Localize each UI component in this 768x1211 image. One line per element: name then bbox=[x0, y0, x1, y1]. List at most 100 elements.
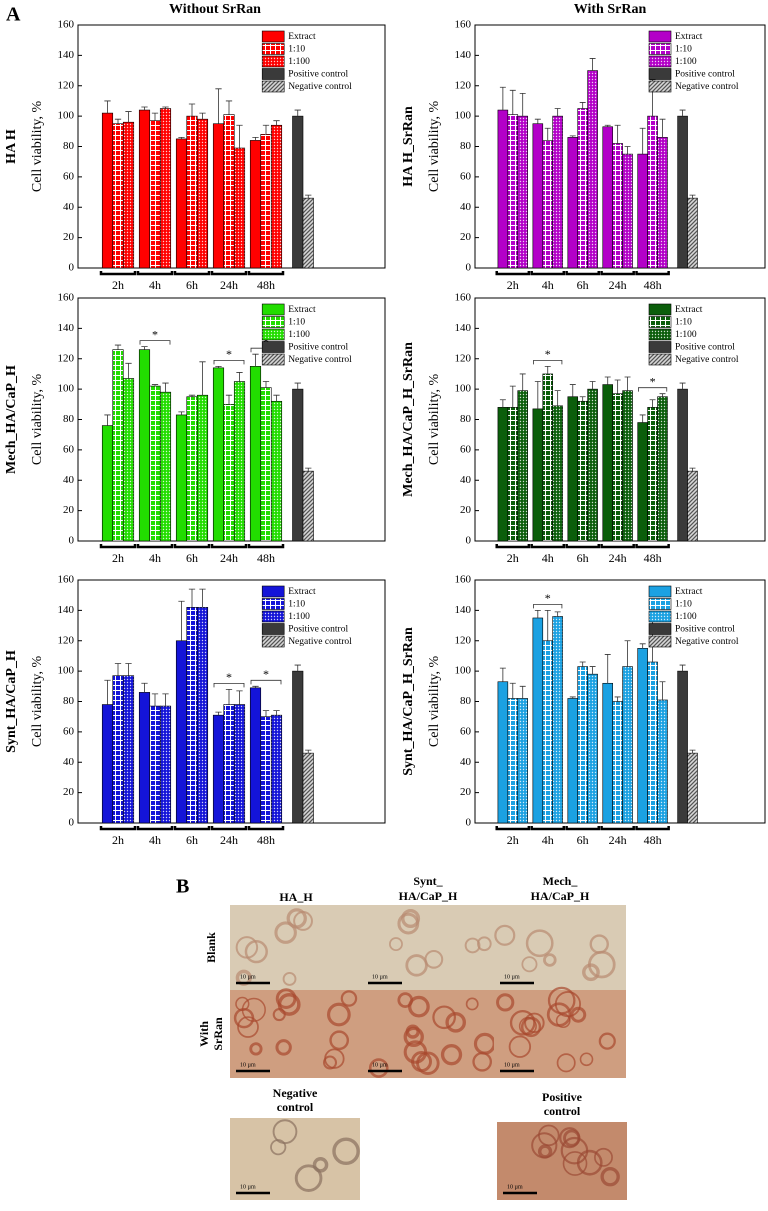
legend-label: 1:10 bbox=[675, 318, 692, 328]
bar bbox=[260, 387, 272, 542]
error-bar bbox=[305, 467, 312, 472]
error-bar bbox=[499, 399, 506, 408]
chart: HA H Cell viability, % 0 20 40 60 80 100 120 140 1… bbox=[4, 19, 386, 292]
cell bbox=[249, 1042, 263, 1056]
cell bbox=[368, 1058, 389, 1078]
column-label: Synt_ bbox=[413, 874, 443, 888]
y-tick-label: 20 bbox=[63, 504, 75, 516]
cell bbox=[582, 963, 600, 982]
x-tick-label: 4h bbox=[542, 833, 554, 847]
cell bbox=[275, 1039, 292, 1056]
group-bracket bbox=[99, 271, 137, 276]
group-bracket bbox=[210, 544, 248, 549]
y-tick-label: 100 bbox=[455, 665, 472, 677]
bar bbox=[542, 373, 553, 542]
group-bracket bbox=[495, 826, 531, 831]
legend-label: 1:100 bbox=[675, 330, 697, 340]
bar bbox=[612, 393, 623, 542]
row-label: With bbox=[197, 1021, 211, 1047]
cell bbox=[524, 1012, 545, 1034]
y-tick-label: 160 bbox=[455, 292, 472, 304]
cell bbox=[594, 1147, 613, 1167]
legend-swatch bbox=[261, 635, 285, 648]
y-tick-label: 0 bbox=[69, 262, 75, 274]
legend-swatch bbox=[261, 585, 285, 598]
error-bar bbox=[104, 679, 111, 705]
error-bar bbox=[114, 344, 122, 350]
panel-label: B bbox=[176, 876, 189, 898]
group-bracket bbox=[136, 544, 174, 549]
bar bbox=[517, 390, 528, 542]
cell bbox=[244, 940, 268, 964]
micrograph bbox=[362, 905, 494, 990]
cell bbox=[525, 929, 554, 958]
bar bbox=[101, 425, 114, 542]
y-tick-label: 120 bbox=[455, 352, 472, 364]
error-bar bbox=[294, 382, 301, 390]
y-tick-label: 40 bbox=[460, 474, 472, 486]
error-bar bbox=[104, 414, 111, 426]
legend-label: Positive control bbox=[675, 343, 735, 353]
bar bbox=[292, 115, 304, 269]
error-bar bbox=[589, 381, 596, 390]
error-bar bbox=[125, 111, 132, 123]
micrograph bbox=[230, 905, 362, 990]
x-tick-label: 48h bbox=[644, 551, 662, 565]
bar bbox=[122, 675, 135, 824]
cell bbox=[405, 1024, 420, 1039]
bar bbox=[532, 408, 544, 542]
scale-bar-label: 10 µm bbox=[240, 1184, 256, 1190]
cell bbox=[329, 1030, 350, 1051]
bar bbox=[507, 407, 519, 542]
y-axis-label: Cell viability, % bbox=[30, 656, 45, 748]
group-bracket bbox=[99, 826, 137, 831]
error-bar bbox=[141, 346, 148, 350]
y-axis-label: Cell viability, % bbox=[30, 374, 45, 466]
legend-swatch bbox=[648, 30, 672, 43]
y-tick-label: 160 bbox=[58, 292, 75, 304]
bar bbox=[292, 388, 304, 542]
legend-label: Extract bbox=[675, 32, 703, 42]
side-label: HA H bbox=[4, 129, 19, 164]
error-bar bbox=[624, 640, 631, 667]
bar bbox=[112, 123, 124, 269]
bar bbox=[612, 701, 623, 824]
bar bbox=[577, 400, 588, 542]
legend-label: Positive control bbox=[675, 625, 735, 635]
bar bbox=[186, 396, 198, 542]
group-bracket bbox=[635, 826, 670, 831]
bar bbox=[186, 115, 198, 269]
significance-label: * bbox=[650, 374, 656, 388]
bar bbox=[542, 640, 553, 824]
bar bbox=[497, 681, 509, 824]
bar bbox=[647, 661, 658, 824]
y-tick-label: 20 bbox=[460, 786, 472, 798]
x-tick-label: 24h bbox=[609, 833, 627, 847]
y-tick-label: 80 bbox=[63, 695, 75, 707]
legend-swatch bbox=[648, 598, 672, 610]
significance-bracket bbox=[139, 340, 171, 345]
error-bar bbox=[305, 749, 312, 754]
x-tick-label: 2h bbox=[112, 278, 124, 292]
cell bbox=[282, 972, 297, 986]
error-bar bbox=[151, 693, 159, 707]
significance-label: * bbox=[263, 667, 269, 681]
x-tick-label: 6h bbox=[577, 278, 589, 292]
cell bbox=[408, 995, 430, 1018]
group-bracket bbox=[247, 271, 285, 276]
legend-label: Extract bbox=[675, 587, 703, 597]
cell bbox=[518, 1017, 537, 1036]
cell bbox=[600, 1167, 620, 1187]
error-bar bbox=[188, 588, 196, 608]
error-bar bbox=[509, 682, 516, 699]
bar bbox=[101, 112, 114, 269]
y-tick-label: 0 bbox=[466, 535, 472, 547]
group-bracket bbox=[635, 271, 670, 276]
error-bar bbox=[215, 711, 222, 716]
y-tick-label: 140 bbox=[58, 322, 75, 334]
y-tick-label: 60 bbox=[460, 170, 472, 182]
group-bracket bbox=[247, 826, 285, 831]
error-bar bbox=[236, 690, 243, 705]
error-bar bbox=[162, 106, 169, 109]
x-tick-label: 48h bbox=[257, 833, 275, 847]
